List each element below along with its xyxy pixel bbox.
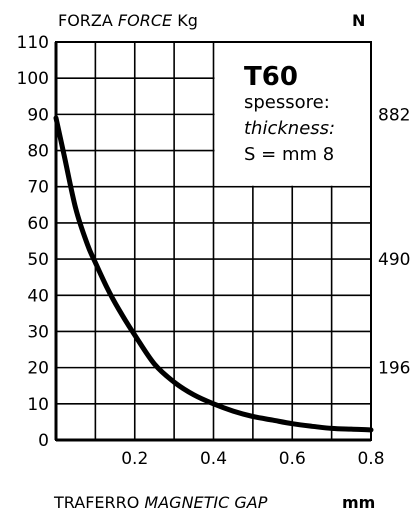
- x-tick-labels: 0.2 0.4 0.6 0.8: [121, 449, 384, 469]
- y-tick-label: 10: [27, 395, 49, 415]
- x-tick-label: 0.6: [279, 449, 306, 469]
- y-tick-label: 40: [27, 286, 49, 306]
- y-axis-label-unit: Kg: [177, 11, 198, 30]
- y-tick-label: 50: [27, 250, 49, 270]
- x-tick-label: 0.2: [121, 449, 148, 469]
- y-axis-label-right: N: [352, 11, 365, 30]
- y-axis-label-italic: FORCE: [118, 11, 173, 30]
- y-tick-label: 20: [27, 359, 49, 379]
- y-tick-label: 80: [27, 142, 49, 162]
- y-axis-label-prefix: FORZA: [58, 11, 113, 30]
- annotation-model: T60: [244, 62, 298, 92]
- annotation-line3: S = mm 8: [244, 144, 334, 165]
- right-tick-labels: 882 490 196: [378, 105, 410, 378]
- x-tick-label: 0.4: [200, 449, 227, 469]
- x-axis-label-prefix: TRAFERRO: [53, 493, 139, 512]
- y-tick-label: 100: [17, 69, 49, 89]
- x-axis-label-italic: MAGNETIC GAP: [144, 493, 267, 512]
- x-axis-label: TRAFERRO MAGNETIC GAP: [53, 493, 268, 512]
- y-axis-label-left: FORZA FORCE Kg: [58, 11, 198, 30]
- curves-layer: [53, 115, 374, 433]
- y-tick-label: 30: [27, 322, 49, 342]
- y-tick-label: 110: [17, 33, 49, 53]
- right-tick-label: 196: [378, 359, 410, 379]
- x-axis-unit: mm: [342, 493, 375, 512]
- right-tick-label: 490: [378, 250, 410, 270]
- y-tick-labels: 0 10 20 30 40 50 60 70 80 90 100 110: [17, 33, 49, 451]
- plot-frame: [54, 41, 372, 442]
- y-tick-label: 90: [27, 105, 49, 125]
- annotation-line1: spessore:: [244, 92, 330, 113]
- y-tick-label: 60: [27, 214, 49, 234]
- force-curve-line: [53, 115, 374, 433]
- x-tick-label: 0.8: [357, 449, 384, 469]
- annotation-line2: thickness:: [244, 118, 335, 139]
- y-tick-label: 0: [38, 431, 49, 451]
- y-tick-label: 70: [27, 178, 49, 198]
- annotation-box: [214, 43, 370, 186]
- right-tick-label: 882: [378, 105, 410, 125]
